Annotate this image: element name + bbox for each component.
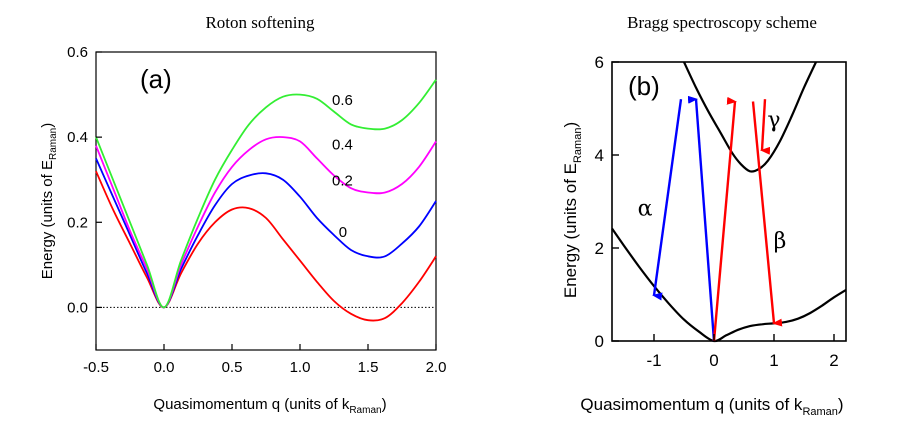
panel-a-curve-label: 0.2 bbox=[332, 173, 353, 190]
panel-a: Roton softening 0 0.2 0.4 0.6 -0.5 0.0 0.5 1.0… bbox=[39, 13, 446, 416]
panel-a-curve-label: 0.4 bbox=[332, 137, 353, 154]
panel-a-xtick-label: 1.0 bbox=[290, 359, 311, 376]
panel-a-xtick-label: 1.5 bbox=[358, 359, 379, 376]
panel-a-xtick-label: 2.0 bbox=[426, 359, 447, 376]
panel-a-ytick-label: 0.2 bbox=[67, 214, 88, 231]
panel-b-arrow-alpha-up bbox=[687, 95, 716, 342]
panel-a-tag: (a) bbox=[140, 64, 172, 94]
panel-b-label-gamma: γ bbox=[767, 108, 780, 133]
panel-a-series-0_4 bbox=[95, 136, 437, 309]
panel-a-title: Roton softening bbox=[205, 13, 315, 32]
panel-b: Bragg spectroscopy scheme αβγ -1 0 1 20246 … bbox=[561, 13, 847, 418]
panel-b-title: Bragg spectroscopy scheme bbox=[627, 13, 817, 32]
panel-b-upper-band bbox=[683, 61, 817, 173]
panel-a-frame bbox=[95, 51, 437, 351]
panel-b-ytick-label: 4 bbox=[595, 146, 604, 165]
panel-b-xtick-label: -1 bbox=[646, 351, 661, 370]
panel-b-arrow-alpha bbox=[652, 99, 683, 301]
panel-b-xtick-label: 0 bbox=[709, 351, 718, 370]
panel-b-tag: (b) bbox=[628, 71, 660, 101]
panel-b-frame bbox=[611, 61, 847, 342]
panel-b-arrow-beta bbox=[751, 101, 783, 327]
panel-a-ytick-label: 0.0 bbox=[67, 299, 88, 316]
panel-a-series-0_2 bbox=[95, 158, 437, 309]
panel-a-ylabel: Energy (units of ERaman) bbox=[39, 123, 59, 279]
panel-b-ylabel: Energy (units of ERaman) bbox=[561, 122, 584, 298]
panel-b-xtick-label: 2 bbox=[829, 351, 838, 370]
panel-b-ytick-label: 2 bbox=[595, 239, 604, 258]
panel-a-ytick-label: 0.6 bbox=[67, 44, 88, 61]
panel-a-xtick-label: 0.5 bbox=[222, 359, 243, 376]
panel-a-xtick-label: 0.0 bbox=[154, 359, 175, 376]
panel-a-xtick-label: -0.5 bbox=[83, 359, 109, 376]
panel-a-series-0 bbox=[95, 170, 437, 322]
panel-b-label-beta: β bbox=[774, 229, 787, 254]
panel-b-arrow-gamma bbox=[760, 99, 771, 155]
panel-a-curve-label: 0 bbox=[339, 224, 347, 241]
panel-b-ytick-label: 6 bbox=[595, 53, 604, 72]
panel-b-xlabel: Quasimomentum q (units of kRaman) bbox=[580, 395, 843, 418]
panel-a-ytick-label: 0.4 bbox=[67, 129, 88, 146]
panel-b-ytick-label: 0 bbox=[595, 332, 604, 351]
panel-a-curve-label: 0.6 bbox=[332, 92, 353, 109]
panel-b-label-alpha: α bbox=[638, 196, 653, 221]
panel-a-series-0_6 bbox=[95, 79, 437, 309]
panel-b-lower-band bbox=[611, 227, 847, 343]
panel-b-xtick-label: 1 bbox=[769, 351, 778, 370]
panel-b-arrow-beta-up bbox=[712, 96, 737, 342]
panel-a-xlabel: Quasimomentum q (units of kRaman) bbox=[153, 396, 386, 416]
